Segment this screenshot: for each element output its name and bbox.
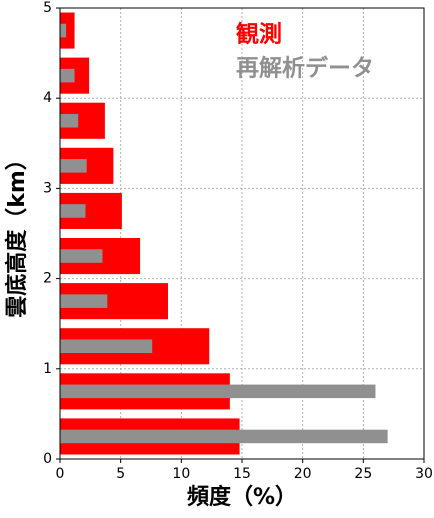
x-tick-label: 0 bbox=[56, 466, 65, 482]
x-tick-label: 25 bbox=[354, 466, 372, 482]
bar bbox=[60, 294, 108, 308]
legend-label: 再解析データ bbox=[236, 55, 374, 82]
x-tick-label: 10 bbox=[172, 466, 190, 482]
y-tick-label: 2 bbox=[43, 271, 52, 287]
plot-frame bbox=[59, 7, 425, 460]
bar bbox=[60, 113, 79, 128]
bar bbox=[60, 68, 75, 83]
bar bbox=[60, 339, 153, 354]
y-tick-label: 1 bbox=[43, 361, 52, 377]
x-tick-label: 30 bbox=[415, 466, 433, 482]
bar bbox=[60, 384, 376, 399]
y-tick-label: 3 bbox=[43, 180, 52, 196]
x-tick-label: 15 bbox=[233, 466, 251, 482]
bar bbox=[60, 429, 388, 444]
bar bbox=[60, 204, 86, 218]
x-tick-label: 5 bbox=[116, 466, 125, 482]
legend-label: 観測 bbox=[236, 21, 282, 48]
y-axis-label: 雲底高度（km） bbox=[4, 148, 30, 318]
bar bbox=[60, 159, 87, 173]
x-tick-label: 20 bbox=[294, 466, 312, 482]
bar bbox=[60, 23, 67, 38]
y-tick-label: 0 bbox=[43, 451, 52, 467]
bar bbox=[60, 249, 103, 263]
y-tick-label: 4 bbox=[43, 90, 52, 106]
y-tick-label: 5 bbox=[43, 0, 52, 16]
x-axis-label: 頻度（%） bbox=[187, 484, 297, 510]
bar bbox=[60, 12, 75, 49]
